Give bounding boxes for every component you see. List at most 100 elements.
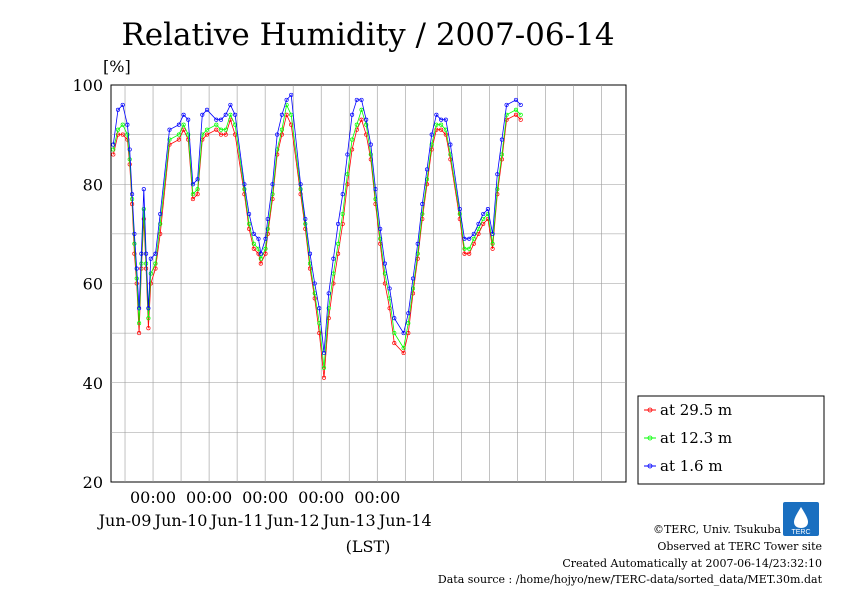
- series-point: [481, 216, 486, 222]
- series-point: [401, 331, 406, 336]
- series-point: [476, 221, 481, 226]
- series-point: [490, 246, 495, 251]
- series-point: [251, 246, 256, 251]
- series-point: [513, 107, 519, 112]
- series-point: [462, 236, 467, 241]
- series-point: [115, 127, 121, 132]
- series-point: [204, 132, 210, 137]
- logo-drop-icon: [794, 507, 808, 528]
- series-point: [153, 261, 158, 266]
- series-point: [307, 266, 313, 271]
- series-point: [345, 182, 350, 187]
- series-point: [312, 281, 317, 286]
- series-point: [443, 132, 448, 137]
- series-point: [279, 127, 284, 132]
- series-point: [176, 122, 181, 127]
- series-point: [251, 241, 256, 246]
- series-point: [467, 251, 472, 256]
- series-point: [139, 251, 144, 256]
- x-time-label: 00:00: [130, 488, 176, 507]
- series-point: [284, 97, 289, 102]
- series-point: [263, 236, 268, 241]
- series-point: [130, 192, 135, 197]
- series-point: [471, 231, 476, 236]
- series-point: [495, 172, 500, 177]
- series-1: [111, 102, 523, 370]
- chart-title: Relative Humidity / 2007-06-14: [121, 17, 614, 53]
- series-point: [181, 122, 186, 127]
- series-point: [401, 350, 406, 356]
- series-point: [111, 147, 116, 152]
- legend-swatch-marker: [647, 463, 653, 469]
- series-point: [303, 216, 308, 222]
- series-line: [112, 93, 521, 354]
- series-point: [158, 231, 163, 236]
- series-point: [326, 291, 331, 296]
- series-point: [195, 177, 200, 182]
- series-point: [190, 182, 195, 187]
- series-point: [321, 350, 327, 356]
- series-point: [406, 311, 411, 316]
- series-point: [153, 251, 158, 256]
- series-point: [387, 286, 392, 291]
- x-time-label: 00:00: [354, 488, 400, 507]
- series-point: [270, 182, 275, 187]
- x-day-label: Jun-12: [265, 511, 320, 530]
- series-point: [218, 132, 224, 137]
- series-point: [111, 142, 116, 147]
- series-point: [345, 152, 350, 157]
- y-tick-label: 100: [72, 76, 103, 95]
- series-point: [312, 296, 317, 301]
- series-point: [410, 276, 416, 281]
- series-point: [176, 132, 181, 137]
- plot-area: 20 40 60 80 100 00:00 00:00 00:00 00:00 00:00 Jun…: [72, 76, 627, 530]
- series-point: [336, 241, 341, 246]
- series-point: [263, 246, 268, 251]
- series-line: [112, 113, 521, 378]
- series-point: [233, 112, 238, 117]
- series-point: [443, 117, 448, 122]
- series-point: [481, 221, 486, 226]
- series-point: [120, 122, 125, 127]
- series-point: [457, 207, 462, 212]
- series-point: [354, 97, 359, 102]
- y-tick-label: 20: [83, 473, 103, 492]
- series-point: [303, 221, 308, 226]
- series-point: [513, 97, 519, 102]
- x-day-label: Jun-14: [377, 511, 432, 530]
- series-point: [218, 127, 224, 132]
- series-point: [146, 306, 151, 311]
- terc-logo: TERC: [783, 502, 819, 536]
- series-point: [420, 211, 425, 217]
- series-point: [146, 316, 151, 321]
- series-point: [115, 107, 121, 112]
- series-point: [289, 122, 294, 127]
- series-point: [490, 231, 495, 236]
- series-point: [148, 271, 153, 276]
- series-point: [200, 112, 205, 117]
- series-point: [499, 157, 504, 162]
- series-point: [298, 182, 303, 187]
- series-point: [481, 211, 486, 217]
- series-point: [186, 117, 191, 122]
- series-point: [359, 97, 364, 102]
- series-point: [368, 142, 373, 147]
- series-point: [223, 127, 228, 132]
- series-point: [476, 231, 481, 236]
- series-point: [258, 251, 263, 256]
- series-point: [518, 102, 523, 107]
- series-point: [132, 231, 137, 236]
- x-time-label: 00:00: [298, 488, 344, 507]
- series-point: [223, 132, 228, 137]
- series-point: [190, 197, 195, 202]
- gridlines: [111, 85, 626, 482]
- series-point: [137, 331, 142, 336]
- series-point: [256, 236, 261, 241]
- series-point: [359, 107, 364, 112]
- series-point: [518, 112, 523, 117]
- legend: at 29.5 m at 12.3 m at 1.6 m: [637, 395, 825, 485]
- series-point: [132, 241, 137, 246]
- legend-frame: [637, 395, 825, 485]
- series-point: [345, 172, 350, 177]
- x-day-label: Jun-11: [209, 511, 264, 530]
